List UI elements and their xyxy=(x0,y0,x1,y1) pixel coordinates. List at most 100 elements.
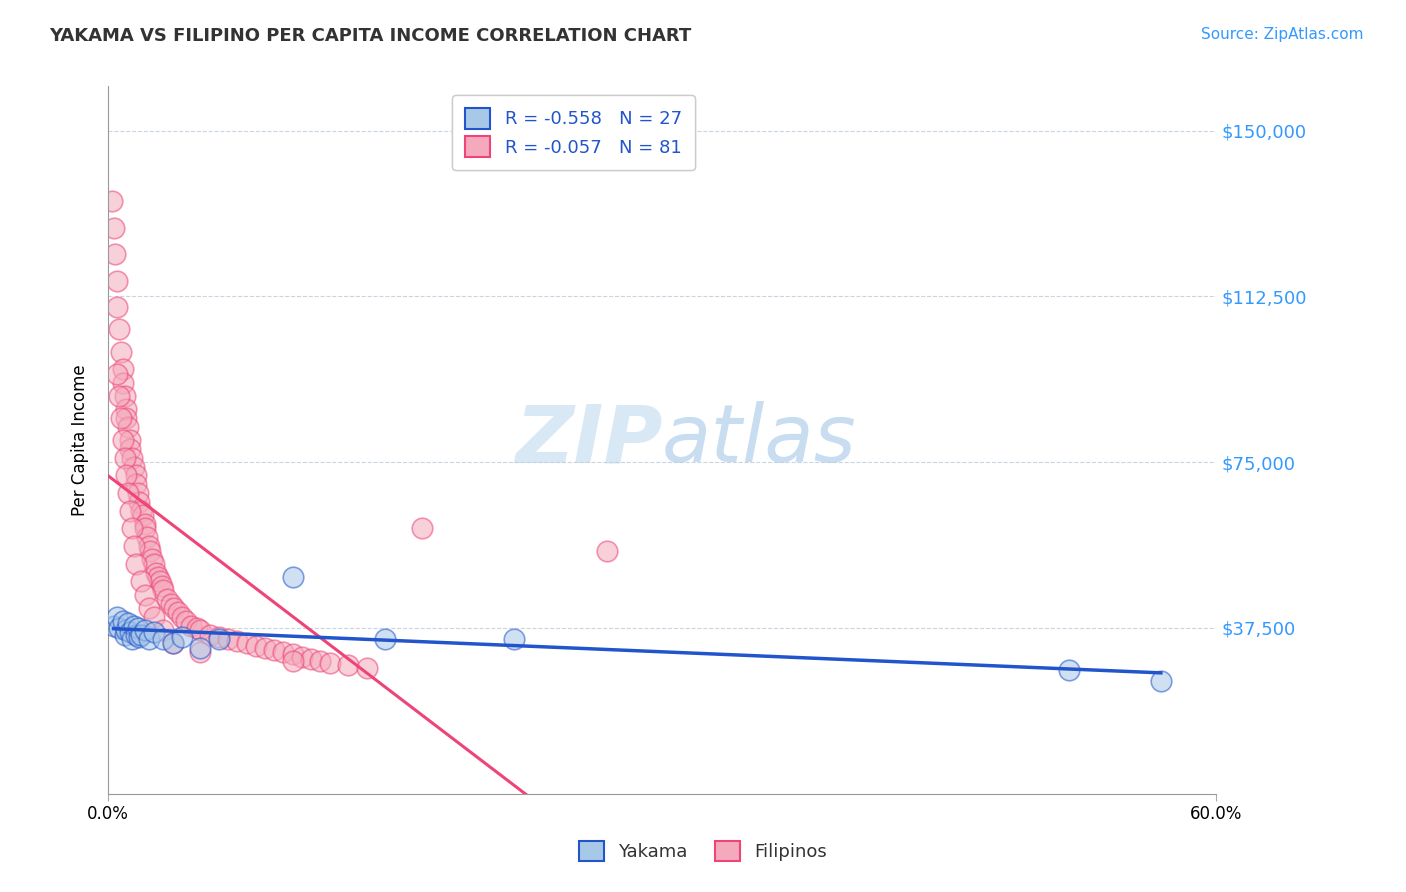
Point xyxy=(108,322,131,336)
Y-axis label: Per Capita Income: Per Capita Income xyxy=(72,364,89,516)
Point xyxy=(374,632,396,646)
Point xyxy=(111,433,134,447)
Point xyxy=(253,640,276,655)
Point xyxy=(596,543,619,558)
Point xyxy=(114,450,136,465)
Point xyxy=(108,389,131,403)
Point xyxy=(120,625,142,640)
Point xyxy=(411,521,433,535)
Point xyxy=(186,621,208,635)
Point xyxy=(138,539,160,553)
Point xyxy=(117,419,139,434)
Point xyxy=(156,592,179,607)
Point xyxy=(117,486,139,500)
Point xyxy=(281,654,304,668)
Point xyxy=(198,627,221,641)
Point xyxy=(125,468,148,483)
Point xyxy=(120,504,142,518)
Point xyxy=(105,610,128,624)
Point xyxy=(105,274,128,288)
Point xyxy=(128,630,150,644)
Point xyxy=(121,450,143,465)
Point xyxy=(1057,663,1080,677)
Point xyxy=(104,247,127,261)
Point xyxy=(122,539,145,553)
Point xyxy=(129,504,152,518)
Text: ZIP: ZIP xyxy=(515,401,662,479)
Point xyxy=(110,411,132,425)
Point xyxy=(170,610,193,624)
Point xyxy=(180,618,202,632)
Point xyxy=(121,632,143,646)
Point xyxy=(134,623,156,637)
Point xyxy=(103,618,125,632)
Point xyxy=(318,657,340,671)
Point xyxy=(281,648,304,662)
Point xyxy=(281,570,304,584)
Point xyxy=(143,557,166,571)
Point xyxy=(145,566,167,580)
Point xyxy=(188,640,211,655)
Point xyxy=(152,632,174,646)
Point xyxy=(162,636,184,650)
Point xyxy=(245,639,267,653)
Point xyxy=(337,658,360,673)
Point xyxy=(111,376,134,390)
Point xyxy=(152,623,174,637)
Point xyxy=(129,627,152,641)
Point xyxy=(127,621,149,635)
Point xyxy=(110,344,132,359)
Point xyxy=(146,570,169,584)
Point xyxy=(138,632,160,646)
Point xyxy=(174,614,197,628)
Legend: R = -0.558   N = 27, R = -0.057   N = 81: R = -0.558 N = 27, R = -0.057 N = 81 xyxy=(453,95,695,169)
Point xyxy=(105,367,128,381)
Point xyxy=(125,627,148,641)
Point xyxy=(170,630,193,644)
Point xyxy=(149,574,172,589)
Point xyxy=(139,543,162,558)
Point xyxy=(114,389,136,403)
Point xyxy=(152,583,174,598)
Point xyxy=(100,194,122,209)
Point xyxy=(115,402,138,417)
Legend: Yakama, Filipinos: Yakama, Filipinos xyxy=(567,828,839,874)
Point xyxy=(114,627,136,641)
Point xyxy=(291,649,314,664)
Point xyxy=(117,616,139,631)
Point xyxy=(132,508,155,523)
Point xyxy=(127,486,149,500)
Point xyxy=(162,636,184,650)
Point xyxy=(235,636,257,650)
Point xyxy=(111,362,134,376)
Point xyxy=(129,574,152,589)
Text: atlas: atlas xyxy=(662,401,856,479)
Point xyxy=(115,468,138,483)
Point xyxy=(134,588,156,602)
Point xyxy=(125,477,148,491)
Point xyxy=(120,433,142,447)
Point xyxy=(208,630,231,644)
Point xyxy=(1150,673,1173,688)
Point xyxy=(122,618,145,632)
Point xyxy=(263,643,285,657)
Point xyxy=(273,645,295,659)
Point xyxy=(125,557,148,571)
Point xyxy=(217,632,239,646)
Point xyxy=(143,610,166,624)
Point xyxy=(150,579,173,593)
Point xyxy=(159,597,181,611)
Point xyxy=(111,614,134,628)
Point xyxy=(138,601,160,615)
Point xyxy=(356,661,378,675)
Point xyxy=(167,606,190,620)
Point xyxy=(134,516,156,531)
Point xyxy=(503,632,526,646)
Point xyxy=(105,301,128,315)
Point xyxy=(108,621,131,635)
Point xyxy=(128,495,150,509)
Point xyxy=(122,459,145,474)
Point xyxy=(135,530,157,544)
Point xyxy=(143,625,166,640)
Point xyxy=(226,634,249,648)
